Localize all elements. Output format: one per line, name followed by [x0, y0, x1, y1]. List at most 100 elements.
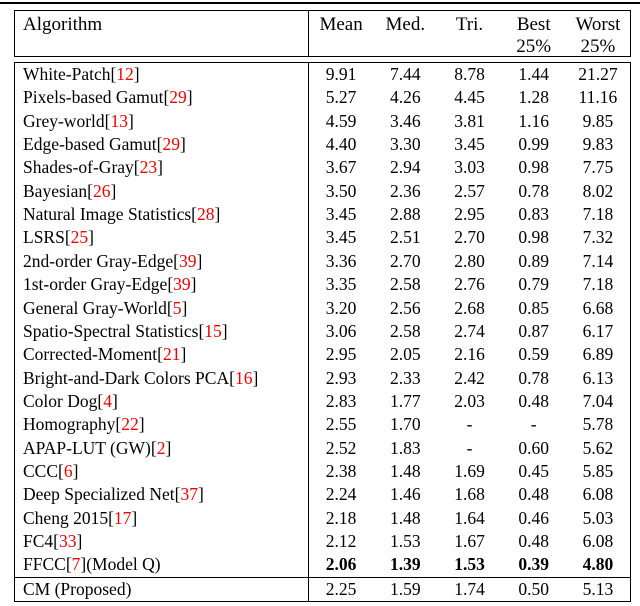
algorithm-name: Bayesian	[23, 180, 88, 201]
algorithm-name: CM (Proposed)	[23, 579, 132, 599]
median-value: 1.83	[389, 437, 421, 458]
best25-value: 0.48	[518, 390, 550, 411]
citation: [23]	[134, 159, 163, 177]
best25-value: 0.78	[518, 180, 550, 201]
citation-ref-link[interactable]: 23	[139, 157, 158, 178]
citation-ref-link[interactable]: 7	[71, 554, 81, 575]
citation-close-bracket: ]	[88, 227, 94, 248]
citation-open-bracket: [	[65, 554, 72, 575]
citation: [17]	[108, 507, 138, 528]
citation-ref-link[interactable]: 15	[204, 320, 222, 341]
citation: [33]	[53, 531, 82, 552]
citation-ref-link[interactable]: 5	[172, 297, 182, 318]
algorithm-name: 1st-order Gray-Edge	[23, 274, 168, 295]
citation-ref-link[interactable]: 29	[162, 134, 180, 154]
citation-open-bracket: [	[108, 507, 114, 528]
citation-ref-link[interactable]: 26	[92, 180, 111, 201]
citation-ref-link[interactable]: 22	[121, 414, 139, 435]
median-value: 1.46	[389, 484, 421, 505]
citation-ref-link[interactable]: 39	[178, 250, 197, 271]
worst25-value: 7.18	[582, 274, 614, 295]
median-value: 4.26	[389, 87, 421, 108]
algorithm-name: Grey-world	[23, 110, 105, 131]
citation-ref-link[interactable]: 21	[162, 344, 181, 365]
best25-value: 0.60	[518, 437, 550, 458]
median-value: 1.77	[389, 390, 421, 411]
median-value: 1.39	[389, 554, 421, 575]
algorithm-name: Deep Specialized Net	[23, 484, 175, 505]
best25-value: 0.87	[518, 320, 550, 341]
citation-ref-link[interactable]: 12	[116, 63, 134, 84]
citation-close-bracket: ]	[190, 274, 197, 295]
citation-ref-link[interactable]: 39	[173, 274, 191, 295]
algorithm-name: Pixels-based Gamut	[23, 87, 164, 108]
metric-cells: 4.40 3.30 3.45 0.99 9.83	[309, 133, 630, 156]
header-col-trimean: Tri.	[437, 11, 501, 56]
worst25-value: 6.08	[582, 484, 614, 505]
algorithm-cell: Bright-and-Dark Colors PCA [16]	[15, 366, 309, 391]
table-body: White-Patch [12] 9.91 7.44 8.78 1.44 21.…	[14, 62, 631, 602]
citation-ref-link[interactable]: 4	[103, 390, 112, 411]
algorithm-name: CCC	[23, 461, 59, 482]
table-row: Cheng 2015 [17] 2.18 1.48 1.64 0.46 5.03	[15, 506, 630, 531]
citation-close-bracket: ]	[196, 250, 203, 271]
header-col-worst25-line1: Worst	[575, 14, 621, 35]
best25-value: 0.98	[518, 227, 550, 248]
citation-ref-link[interactable]: 17	[113, 507, 132, 528]
trimean-value: 3.81	[454, 110, 485, 131]
median-value: 2.56	[389, 297, 421, 318]
worst25-value: 6.89	[582, 344, 614, 365]
metric-cells: 9.91 7.44 8.78 1.44 21.27	[309, 63, 630, 86]
worst25-value: 5.03	[582, 507, 614, 528]
mean-value: 3.67	[325, 157, 357, 178]
citation: [37]	[175, 486, 204, 504]
mean-value: 2.93	[325, 367, 357, 388]
citation-ref-link[interactable]: 29	[169, 87, 187, 108]
worst25-value: 6.68	[582, 297, 614, 318]
algorithm-name: White-Patch	[23, 63, 111, 84]
mean-value: 9.91	[325, 63, 357, 84]
header-col-best25-line1: Best	[516, 14, 551, 35]
median-value: 2.88	[389, 204, 421, 225]
citation: [28]	[191, 204, 220, 225]
algorithm-cell: Homography [22]	[15, 413, 309, 437]
metric-cells: 2.83 1.77 2.03 0.48 7.04	[309, 390, 630, 413]
citation-ref-link[interactable]: 28	[196, 204, 215, 225]
median-value: 1.70	[389, 414, 421, 435]
median-value: 1.53	[389, 531, 421, 552]
citation-open-bracket: [	[97, 390, 104, 411]
algorithm-cell: Corrected-Moment [21]	[15, 343, 309, 367]
algorithm-cell: 1st-order Gray-Edge [39]	[15, 273, 309, 297]
citation: [22]	[115, 416, 144, 434]
citation-ref-link[interactable]: 2	[156, 437, 166, 458]
header-col-median: Med.	[373, 11, 437, 56]
table-rows: White-Patch [12] 9.91 7.44 8.78 1.44 21.…	[15, 63, 630, 577]
citation-ref-link[interactable]: 25	[70, 227, 89, 248]
worst25-value: 7.18	[582, 204, 614, 225]
best25-value: 1.16	[518, 110, 550, 131]
citation-open-bracket: [	[150, 437, 157, 458]
trimean-value: 2.95	[454, 204, 485, 225]
citation-ref-link[interactable]: 13	[110, 110, 128, 131]
citation-ref-link[interactable]: 37	[180, 484, 198, 505]
citation: [13]	[105, 110, 134, 131]
best25-value: 0.78	[518, 367, 550, 388]
header-algorithm-cell: Algorithm	[15, 11, 309, 56]
citation-ref-link[interactable]: 16	[234, 367, 253, 388]
citation-open-bracket: [	[198, 320, 205, 341]
metric-cells: 2.12 1.53 1.67 0.48 6.08	[309, 530, 630, 553]
citation-ref-link[interactable]: 6	[63, 461, 73, 482]
best25-value: 0.39	[518, 554, 550, 575]
median-value: 3.30	[389, 134, 421, 154]
median-value: 2.58	[389, 274, 421, 295]
worst25-value: 8.02	[582, 180, 614, 201]
best25-value: 0.45	[518, 461, 550, 482]
citation-close-bracket: ]	[131, 507, 138, 528]
mean-value: 3.35	[325, 274, 357, 295]
median-value: 1.48	[389, 507, 421, 528]
citation-close-bracket: ]	[197, 484, 204, 505]
citation-open-bracket: [	[58, 461, 64, 482]
citation-ref-link[interactable]: 33	[58, 531, 77, 552]
table-row: Shades-of-Gray [23] 3.67 2.94 3.03 0.98 …	[15, 156, 630, 180]
worst25-value: 6.08	[582, 531, 614, 552]
